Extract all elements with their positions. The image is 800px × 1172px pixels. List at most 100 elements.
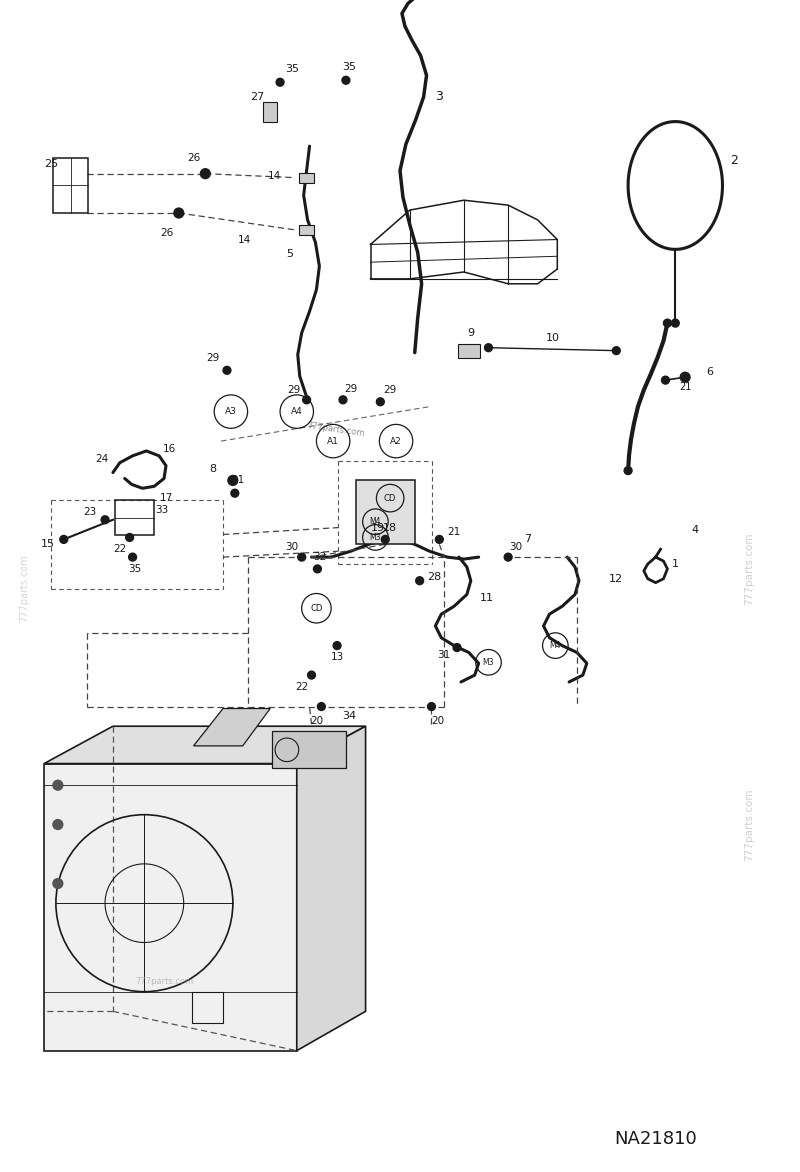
Circle shape [53,781,62,790]
Circle shape [276,79,284,87]
Circle shape [101,516,109,524]
Circle shape [201,169,210,178]
Circle shape [60,536,68,544]
Text: 4: 4 [691,525,698,534]
Text: 6: 6 [706,367,714,377]
Text: 11: 11 [479,593,494,604]
Text: 28: 28 [427,572,442,581]
Circle shape [504,553,512,561]
Text: 23: 23 [84,506,97,517]
Text: 21: 21 [447,526,461,537]
Bar [272,731,346,769]
Circle shape [302,396,310,403]
Circle shape [333,641,341,649]
Text: 18: 18 [383,523,398,532]
Text: 31: 31 [438,650,451,661]
Circle shape [126,533,134,541]
Circle shape [53,879,62,888]
Text: 17: 17 [159,493,173,503]
Circle shape [453,643,461,652]
Text: 22: 22 [113,544,126,554]
Text: 777parts.com: 777parts.com [744,789,754,860]
Text: 20: 20 [310,716,323,727]
Text: 21: 21 [679,382,691,391]
Text: 34: 34 [342,711,356,722]
Circle shape [612,347,620,355]
Text: 30: 30 [286,543,298,552]
Bar [458,343,480,357]
Text: 25: 25 [44,159,58,169]
Text: M3: M3 [370,533,381,541]
Circle shape [342,76,350,84]
Circle shape [435,536,443,544]
Circle shape [318,703,326,710]
Text: 29: 29 [206,353,220,362]
Text: 9: 9 [467,328,474,338]
Text: A4: A4 [291,407,302,416]
Text: A2: A2 [390,437,402,445]
Circle shape [624,466,632,475]
Bar [263,102,277,122]
Text: 14: 14 [267,171,281,180]
Text: 14: 14 [238,234,251,245]
Text: 24: 24 [95,454,109,464]
Bar [191,992,223,1023]
Text: 29: 29 [287,384,301,395]
Circle shape [416,577,423,585]
Circle shape [382,536,389,544]
Circle shape [663,319,671,327]
Text: 35: 35 [128,564,141,574]
Text: 21: 21 [231,476,245,485]
Circle shape [298,553,306,561]
Bar [298,225,314,234]
Text: 13: 13 [330,653,344,662]
Text: 29: 29 [344,384,358,394]
Text: 777parts.com: 777parts.com [744,532,754,605]
Text: CD: CD [384,493,396,503]
Text: 29: 29 [383,384,397,395]
Circle shape [662,376,670,384]
Text: 1: 1 [672,559,678,568]
Text: 777parts.com: 777parts.com [135,977,193,987]
Text: A1: A1 [327,437,339,445]
Polygon shape [194,709,270,745]
Text: 26: 26 [187,152,200,163]
Text: A3: A3 [225,407,237,416]
Circle shape [53,819,62,830]
Circle shape [231,489,238,497]
Circle shape [174,209,184,218]
Text: 32: 32 [313,552,326,563]
Text: 10: 10 [546,333,559,343]
Bar [53,158,88,213]
Text: 3: 3 [435,90,443,103]
Text: 26: 26 [160,227,174,238]
Text: 35: 35 [342,62,356,73]
Text: 30: 30 [510,543,522,552]
Circle shape [485,343,493,352]
Text: 33: 33 [155,505,169,515]
Text: 8: 8 [210,464,217,473]
Text: M4: M4 [370,517,381,526]
Text: M3: M3 [482,657,494,667]
Text: 19: 19 [371,523,386,532]
Text: 15: 15 [41,539,55,550]
Text: 35: 35 [285,64,299,75]
Circle shape [129,553,137,561]
Text: 7: 7 [524,534,531,545]
Text: 27: 27 [250,91,265,102]
Circle shape [339,396,347,403]
Circle shape [228,476,238,485]
Text: 5: 5 [286,250,294,259]
Circle shape [680,373,690,382]
Text: 16: 16 [162,444,175,454]
Circle shape [427,703,435,710]
Circle shape [223,367,231,374]
Circle shape [314,565,322,573]
Bar [356,481,414,544]
Text: 22: 22 [295,682,308,691]
Text: 12: 12 [610,574,623,584]
Circle shape [307,672,315,679]
Text: NA21810: NA21810 [614,1130,697,1149]
Polygon shape [44,764,297,1050]
Text: 2: 2 [730,155,738,168]
